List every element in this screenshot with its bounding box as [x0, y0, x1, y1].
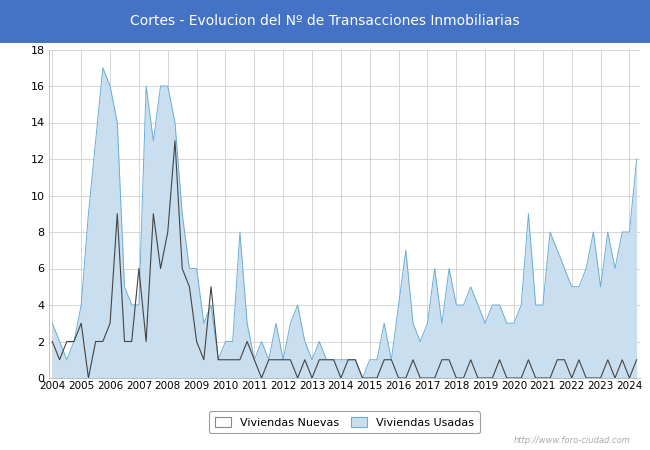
Legend: Viviendas Nuevas, Viviendas Usadas: Viviendas Nuevas, Viviendas Usadas	[209, 411, 480, 433]
Text: Cortes - Evolucion del Nº de Transacciones Inmobiliarias: Cortes - Evolucion del Nº de Transaccion…	[130, 14, 520, 28]
Text: http://www.foro-ciudad.com: http://www.foro-ciudad.com	[514, 436, 630, 445]
